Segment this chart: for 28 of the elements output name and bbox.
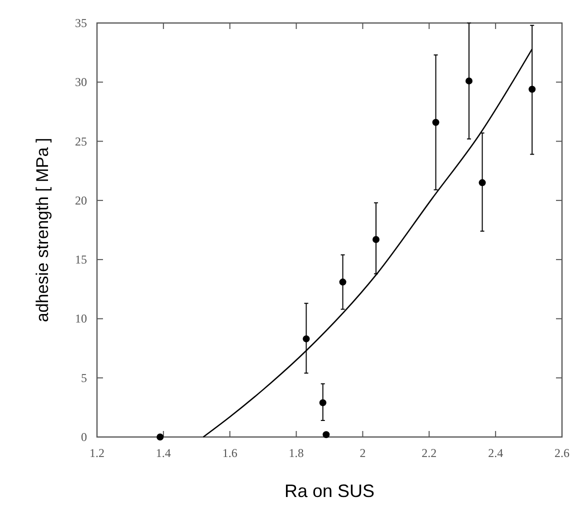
y-tick-label: 0 — [81, 430, 87, 444]
x-tick-label: 1.4 — [156, 446, 171, 460]
point — [432, 118, 440, 126]
x-tick-label: 1.6 — [222, 446, 238, 460]
x-tick-label: 2 — [360, 446, 366, 460]
y-tick-label: 20 — [75, 193, 87, 208]
x-tick-label: 2.2 — [422, 446, 437, 460]
x-tick-label: 2.4 — [488, 446, 504, 460]
point — [372, 236, 380, 243]
y-tick-label: 25 — [75, 134, 87, 148]
y-tick-label: 15 — [75, 252, 87, 267]
point — [302, 335, 310, 342]
y-tick-label: 30 — [75, 75, 87, 90]
point — [339, 278, 346, 286]
point — [478, 179, 486, 186]
point — [156, 434, 164, 440]
y-tick-label: 10 — [75, 312, 87, 326]
point — [528, 86, 536, 93]
y-tick-label: 5 — [81, 370, 87, 385]
x-axis-title: Ra on SUS — [284, 481, 375, 501]
y-axis-title: adhesie strength [ MPa ] — [33, 138, 52, 322]
x-tick-label: 2.6 — [554, 446, 570, 460]
point — [319, 399, 326, 406]
point — [322, 431, 330, 438]
y-tick-label: 35 — [75, 16, 87, 30]
x-tick-label: 1.2 — [90, 446, 104, 460]
point — [466, 77, 472, 84]
x-tick-label: 1.8 — [288, 446, 304, 460]
